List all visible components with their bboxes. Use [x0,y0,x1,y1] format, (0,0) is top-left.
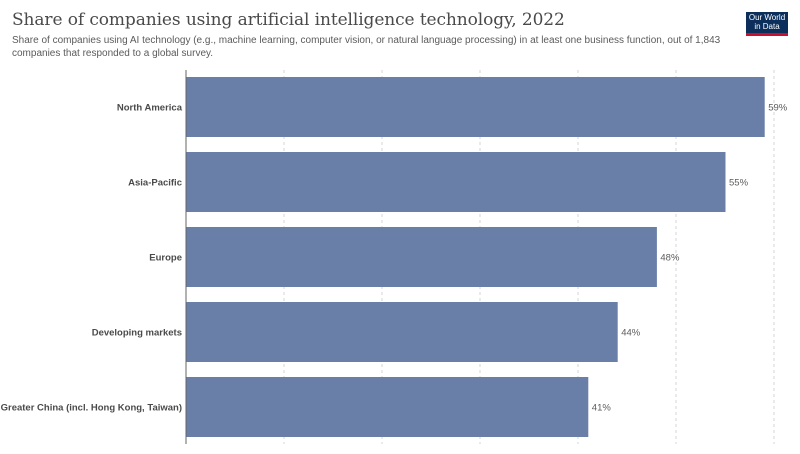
category-label: Greater China (incl. Hong Kong, Taiwan) [1,403,182,414]
logo-line-1: Our World [748,13,786,22]
chart-title: Share of companies using artificial inte… [12,10,565,30]
bar[interactable] [186,227,657,287]
value-label: 55% [729,178,749,189]
value-label: 41% [592,403,612,414]
category-label: Developing markets [92,328,182,339]
owid-logo[interactable]: Our World in Data [746,12,788,36]
logo-line-2: in Data [754,21,780,31]
value-label: 48% [660,253,680,264]
bar[interactable] [186,302,618,362]
category-label: Europe [149,253,182,264]
category-label: Asia-Pacific [128,178,182,189]
bar[interactable] [186,152,726,212]
value-label: 59% [768,103,788,114]
bar[interactable] [186,77,765,137]
value-label: 44% [621,328,641,339]
category-label: North America [117,103,183,114]
bar[interactable] [186,377,589,437]
chart-subtitle: Share of companies using AI technology (… [12,35,721,59]
